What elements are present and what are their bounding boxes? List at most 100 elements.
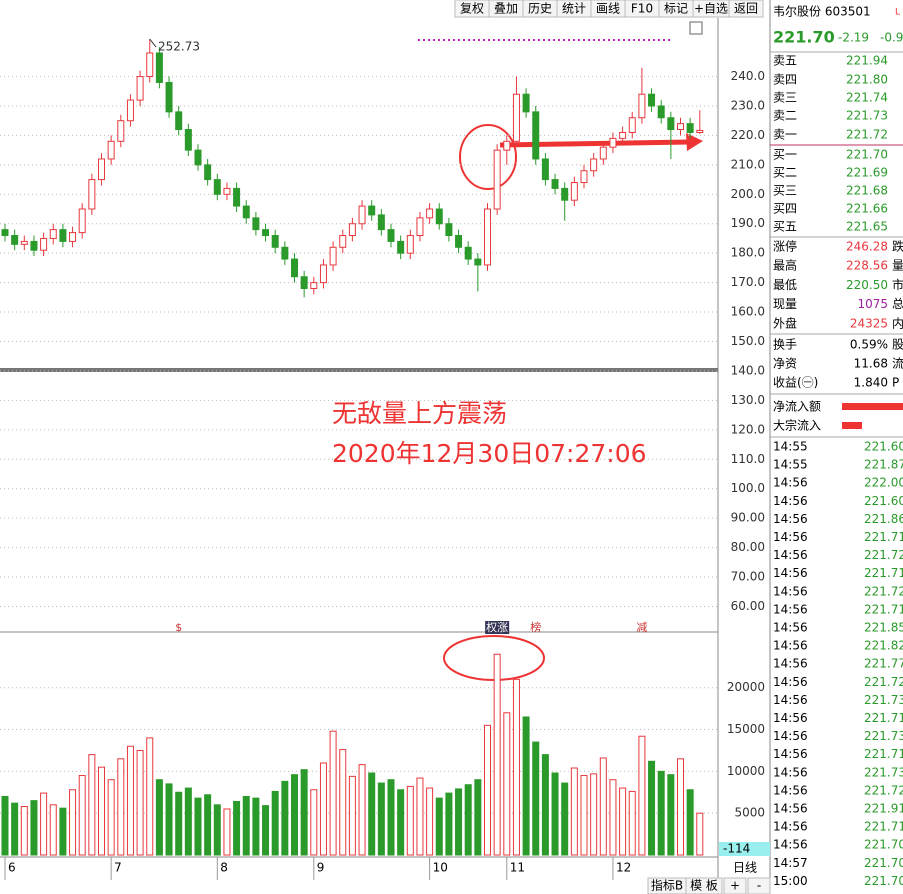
toolbar-label[interactable]: 返回 [734,2,758,16]
volume-bar [98,766,105,856]
book-label: 买五 [773,220,797,234]
tick-price: 221.60 [864,440,903,454]
candle-body [648,93,656,107]
tick-price: 221.71 [864,566,903,580]
candle-body [59,229,67,242]
volume-bar [117,758,125,856]
volume-bar [609,779,617,856]
toolbar-label[interactable]: +自选 [694,2,728,16]
candle-body [184,129,192,151]
tick-time: 14:56 [773,639,808,653]
candle-body [329,246,337,266]
arrow [499,139,691,148]
book-price: 221.70 [846,148,888,162]
tick-time: 14:56 [773,512,808,526]
toolbar-label[interactable]: 标记 [664,2,688,16]
candle-body [599,146,607,160]
candle-body [657,105,665,119]
marker-box [485,621,510,634]
candle-body [136,76,144,101]
volume-bar [348,775,356,856]
candle-body [638,93,646,119]
y-tick-label: 10000 [727,764,765,778]
tick-time: 14:55 [773,458,808,472]
book-price: 221.65 [846,220,888,234]
book-price: 221.69 [846,166,888,180]
volume-bar [146,737,154,856]
candle-body [155,52,163,83]
volume-bar [213,804,221,856]
volume-bar [619,787,627,856]
volume-bar [281,780,289,856]
volume-bar [204,794,212,856]
tick-time: 14:56 [773,530,808,544]
volume-bar [310,789,318,856]
tick-time: 14:56 [773,747,808,761]
volume-bar [696,812,704,856]
volume-bar [387,779,395,856]
volume-bar [242,795,250,856]
candle-body [11,235,19,245]
toolbar-label[interactable]: 叠加 [494,2,518,16]
y-tick-label: 180.0 [731,246,765,260]
y-tick-label: 60.00 [731,599,765,613]
volume-bar [590,773,598,856]
candle-body [165,81,173,113]
toolbar-label[interactable]: 复权 [460,2,484,16]
bottom-label[interactable]: 模 板 [690,879,718,893]
bottom-label[interactable]: - [757,879,761,893]
tick-price: 221.70 [864,874,903,888]
tick-time: 14:56 [773,693,808,707]
tick-price: 221.71 [864,820,903,834]
toolbar-button[interactable] [728,0,764,18]
tick-time: 14:56 [773,476,808,490]
flow-bar [842,403,903,410]
volume-bar [435,797,443,856]
stat-value: 1.840 [854,376,888,390]
candle-body [175,111,183,131]
stat-value: 228.56 [846,259,888,273]
stat-extra: 总 [892,297,903,311]
toolbar-label[interactable]: 画线 [596,2,620,16]
volume-bar [580,775,588,856]
tick-price: 221.87 [864,458,903,472]
y-tick-label: 220.0 [731,128,765,142]
volume-bar [512,678,520,856]
candle-body [368,205,376,216]
candle-body [397,240,405,254]
candle-body [300,276,308,290]
candle-body [484,208,491,266]
tick-price: 221.60 [864,494,903,508]
volume-bar [300,769,308,856]
tick-time: 14:56 [773,494,808,508]
period: 日线 [733,861,757,875]
stat-value: 246.28 [846,240,888,254]
tick-price: 221.73 [864,765,903,779]
candle-body [406,235,414,254]
bottom-button[interactable] [685,877,723,894]
tick-price: 221.71 [864,602,903,616]
toolbar-label[interactable]: F10 [631,2,653,16]
bottom-button[interactable] [723,877,747,894]
bottom-label[interactable]: + [730,879,740,893]
x-tick-label: 6 [8,861,16,875]
tick-time: 14:56 [773,820,808,834]
stat-extra: P [892,376,899,390]
bottom-button[interactable] [747,877,771,894]
book-price: 221.66 [846,202,888,216]
volume-bar [657,770,665,856]
candle-body [561,187,569,201]
icon[interactable] [689,21,703,35]
candle-body [445,223,453,237]
tick-time: 15:00 [773,874,808,888]
toolbar-label[interactable]: 历史 [528,2,552,16]
stat-label: 现量 [773,297,797,311]
candle-body [696,129,704,133]
candle-body [493,149,501,210]
flow-label: 大宗流入 [773,418,821,433]
bottom-label[interactable]: 指标B [651,878,683,893]
tick-price: 221.82 [864,639,903,653]
separator [0,368,718,372]
toolbar-label[interactable]: 统计 [562,2,586,16]
candle-body [1,229,9,237]
